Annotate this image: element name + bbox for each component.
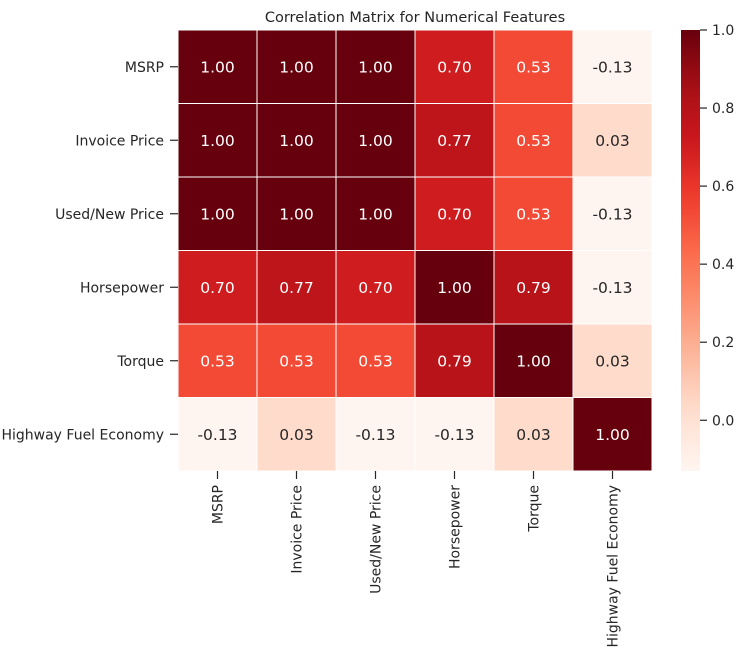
heatmap-cell-r3-c2 (335, 250, 416, 325)
cell-value-r0-c0: 1.00 (200, 58, 235, 76)
cell-value-r4-c1: 0.53 (279, 352, 314, 370)
heatmap-cell-r1-c5 (572, 103, 653, 178)
cell-value-r4-c2: 0.53 (358, 352, 393, 370)
y-tick-label-2: Used/New Price (55, 207, 164, 223)
heatmap-cell-r0-c5 (572, 29, 653, 104)
x-axis-labels: MSRP Invoice Price Used/New Price Horsepowe… (211, 471, 622, 648)
heatmap-cell-r3-c4 (493, 250, 574, 325)
cell-value-r3-c1: 0.77 (279, 279, 314, 297)
heatmap-cell-r4-c5 (572, 323, 653, 398)
colorbar-tick-label-3: 0.4 (712, 257, 734, 273)
cell-value-r2-c3: 0.70 (437, 205, 472, 223)
cell-value-r1-c1: 1.00 (279, 132, 314, 150)
cell-value-r0-c5: -0.13 (592, 58, 632, 76)
x-tick-label-3: Horsepower (448, 485, 464, 569)
heatmap-cell-r2-c1 (256, 176, 337, 251)
heatmap-cell-r4-c0 (177, 323, 258, 398)
cell-value-r1-c2: 1.00 (358, 132, 393, 150)
cell-value-r1-c3: 0.77 (437, 132, 472, 150)
heatmap-cell-r4-c3 (414, 323, 495, 398)
cell-value-r1-c5: 0.03 (595, 132, 630, 150)
heatmap-cell-r0-c1 (256, 29, 337, 104)
cell-value-r5-c1: 0.03 (279, 426, 314, 444)
colorbar-tick-label-2: 0.6 (712, 179, 734, 195)
cell-value-r5-c2: -0.13 (355, 426, 395, 444)
heatmap-cell-r2-c3 (414, 176, 495, 251)
heatmap-cell-r4-c4 (493, 323, 574, 398)
x-tick-label-0: MSRP (211, 485, 227, 524)
heatmap-cell-r2-c0 (177, 176, 258, 251)
y-tick-label-4: Torque (116, 354, 164, 370)
cell-value-r1-c4: 0.53 (516, 132, 551, 150)
heatmap-cell-r1-c3 (414, 103, 495, 178)
cell-value-r5-c4: 0.03 (516, 426, 551, 444)
heatmap-cell-r0-c4 (493, 29, 574, 104)
cell-value-r5-c5: 1.00 (595, 426, 630, 444)
cell-value-r4-c3: 0.79 (437, 352, 472, 370)
heatmap-cell-r3-c1 (256, 250, 337, 325)
colorbar-tick-label-0: 1.0 (712, 23, 734, 39)
cell-value-r2-c2: 1.00 (358, 205, 393, 223)
y-tick-label-5: Highway Fuel Economy (1, 427, 164, 443)
x-tick-label-1: Invoice Price (290, 485, 306, 574)
heatmap-cell-r3-c5 (572, 250, 653, 325)
cell-value-r0-c2: 1.00 (358, 58, 393, 76)
colorbar-tick-label-1: 0.8 (712, 101, 734, 117)
cell-value-r5-c3: -0.13 (434, 426, 474, 444)
heatmap-cell-r3-c0 (177, 250, 258, 325)
cell-value-r2-c0: 1.00 (200, 205, 235, 223)
cell-value-r3-c4: 0.79 (516, 279, 551, 297)
colorbar: 1.0 0.8 0.6 0.4 0.2 0.0 (681, 23, 734, 471)
cell-value-r1-c0: 1.00 (200, 132, 235, 150)
cell-value-r5-c0: -0.13 (197, 426, 237, 444)
heatmap-cell-r3-c3 (414, 250, 495, 325)
cell-value-r2-c4: 0.53 (516, 205, 551, 223)
y-axis-labels: MSRP Invoice Price Used/New Price Horsepowe… (1, 60, 178, 443)
cell-value-r3-c5: -0.13 (592, 279, 632, 297)
heatmap-cell-r0-c3 (414, 29, 495, 104)
colorbar-gradient (681, 30, 700, 471)
cell-value-r2-c5: -0.13 (592, 205, 632, 223)
heatmap-cell-r0-c0 (177, 29, 258, 104)
y-tick-label-0: MSRP (125, 60, 164, 76)
heatmap-cell-r2-c4 (493, 176, 574, 251)
colorbar-tick-label-5: 0.0 (712, 413, 734, 429)
cell-value-r0-c1: 1.00 (279, 58, 314, 76)
cell-value-r4-c4: 1.00 (516, 352, 551, 370)
chart-title: Correlation Matrix for Numerical Feature… (265, 10, 565, 26)
cell-value-r2-c1: 1.00 (279, 205, 314, 223)
cell-value-r3-c3: 1.00 (437, 279, 472, 297)
x-tick-label-2: Used/New Price (369, 485, 385, 594)
heatmap-cell-r2-c5 (572, 176, 653, 251)
heatmap-cell-r0-c2 (335, 29, 416, 104)
heatmap-cell-r5-c4 (493, 397, 574, 472)
colorbar-tick-label-4: 0.2 (712, 335, 734, 351)
heatmap-cell-r5-c5 (572, 397, 653, 472)
x-tick-label-5: Highway Fuel Economy (606, 485, 622, 648)
heatmap-cells: 1.00 1.00 1.00 0.70 0.53 -0.13 1.00 1.00 1.00 0.7… (177, 29, 653, 472)
heatmap-cell-r1-c1 (256, 103, 337, 178)
cell-value-r3-c0: 0.70 (200, 279, 235, 297)
heatmap-cell-r5-c0 (177, 397, 258, 472)
y-tick-label-3: Horsepower (80, 280, 164, 296)
x-tick-label-4: Torque (527, 485, 543, 533)
heatmap-cell-r4-c2 (335, 323, 416, 398)
cell-value-r0-c4: 0.53 (516, 58, 551, 76)
cell-value-r0-c3: 0.70 (437, 58, 472, 76)
cell-value-r4-c0: 0.53 (200, 352, 235, 370)
cell-value-r4-c5: 0.03 (595, 352, 630, 370)
y-tick-label-1: Invoice Price (75, 133, 164, 149)
cell-value-r3-c2: 0.70 (358, 279, 393, 297)
